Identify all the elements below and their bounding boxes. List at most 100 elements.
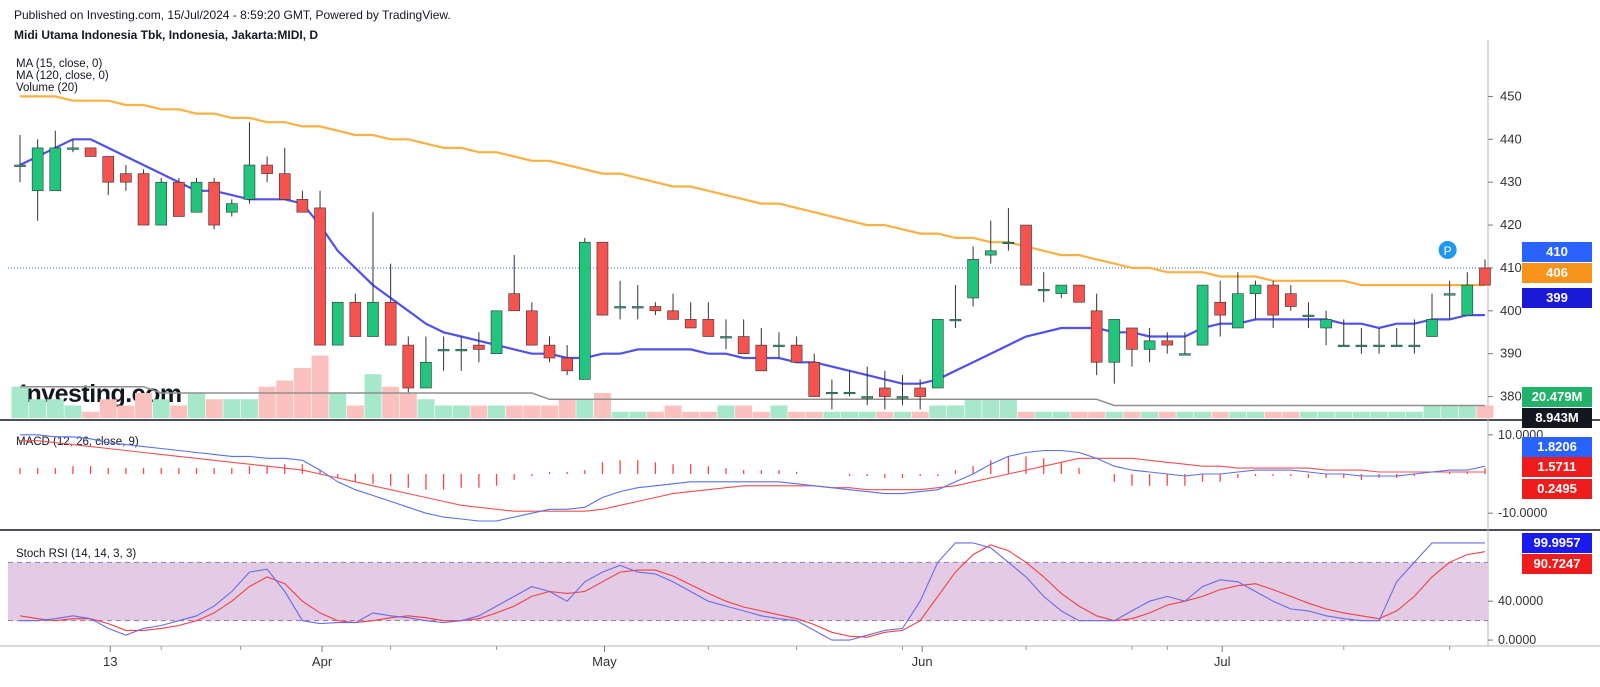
volume-bar (1088, 411, 1106, 418)
volume-bar (170, 405, 188, 418)
price-label-ma120: 406 (1522, 263, 1592, 283)
candle-body (84, 147, 97, 157)
candle-body (490, 310, 503, 354)
candle-body (402, 344, 415, 389)
candle-body (543, 344, 556, 359)
published-notice: Published on Investing.com, 15/Jul/2024 … (14, 8, 451, 22)
candle-body (208, 181, 220, 226)
volume-bar (29, 399, 47, 418)
ma120-line (20, 95, 1485, 287)
volume-bar (240, 399, 258, 418)
volume-bar (611, 411, 629, 418)
candle-body (967, 259, 979, 299)
candle-body (1126, 327, 1138, 350)
candle-body (31, 147, 44, 192)
candle-body (1179, 353, 1191, 356)
volume-bar (1247, 411, 1264, 418)
volume-bar (417, 399, 435, 418)
candle-body (314, 207, 326, 346)
stoch-tick-label: 40.0000 (1498, 594, 1543, 608)
candle-body (1073, 284, 1085, 303)
volume-bar (699, 411, 717, 418)
candle-body (720, 336, 732, 339)
candle-body (984, 250, 997, 256)
volume-bar (488, 405, 506, 418)
candle-body (1161, 340, 1174, 346)
candle-body (931, 319, 944, 389)
volume-bar (382, 386, 400, 418)
candle-body (67, 147, 79, 150)
stoch-k-line (20, 542, 1485, 641)
candle-body (1373, 344, 1385, 347)
candle-body (1020, 224, 1032, 286)
volume-bar (646, 411, 664, 418)
volume-bar (1070, 411, 1088, 418)
candle-body (1408, 344, 1421, 347)
candle-body (578, 241, 591, 380)
volume-bar (735, 405, 753, 418)
candle-body (226, 203, 238, 213)
macd-line (20, 434, 1486, 522)
candle-body (879, 387, 891, 397)
volume-bar (1458, 405, 1476, 418)
candle-body (331, 301, 344, 346)
candle-body (561, 357, 573, 372)
volume-bar (664, 405, 682, 418)
volume-bar (1370, 411, 1388, 418)
volume-bar (505, 405, 523, 418)
candle-body (508, 293, 521, 312)
candle-body (384, 301, 397, 346)
candle-body (1461, 284, 1474, 316)
candle-body (1390, 344, 1403, 347)
volume-bar (46, 399, 64, 418)
legend-ma120: MA (120, close, 0) (16, 70, 109, 82)
candle-body (1443, 293, 1456, 296)
volume-bar (1317, 411, 1335, 418)
volume-bar (576, 399, 594, 418)
candle-body (473, 344, 485, 350)
volume-bar (452, 405, 470, 418)
volume-bar (1052, 411, 1070, 418)
legend-macd: MACD (12, 26, close, 9) (16, 436, 139, 448)
candle-body (702, 319, 715, 337)
candle-body (437, 349, 450, 352)
volume-bar (1141, 411, 1159, 418)
stoch-band-fill (8, 562, 1488, 621)
volume-bar (135, 393, 153, 418)
candle-body (455, 349, 468, 352)
candle-body (296, 199, 309, 213)
candle-body (173, 181, 185, 217)
candle-body (1426, 319, 1438, 337)
candle-body (137, 173, 150, 226)
candle-body (1108, 319, 1121, 363)
ma15-line (19, 138, 1485, 385)
candle-body (843, 391, 856, 395)
volume-bar (364, 374, 382, 418)
volume-bar (523, 405, 541, 418)
candle-body (773, 344, 785, 347)
stoch-label-k: 99.9957 (1522, 533, 1592, 553)
volume-bar (399, 393, 417, 418)
legend-volume: Volume (20) (16, 82, 79, 94)
volume-bar (717, 405, 735, 418)
candle-body (1214, 301, 1226, 316)
candle-body (1479, 267, 1491, 286)
volume-bar (1158, 411, 1176, 418)
candle-body (949, 319, 962, 322)
candle-body (1037, 289, 1050, 292)
volume-bar (1441, 405, 1459, 418)
candle-body (1002, 241, 1015, 245)
volume-bar (346, 405, 364, 418)
candle-body (1320, 319, 1332, 329)
time-tick-label: 13 (103, 654, 117, 669)
volume-bar (188, 393, 205, 418)
volume-bar (876, 411, 894, 418)
price-tick-label: 430 (1500, 174, 1522, 189)
stoch-label-d: 90.7247 (1522, 554, 1592, 574)
price-tick-label: 380 (1500, 389, 1522, 404)
volume-bar (841, 411, 859, 418)
volume-bar (1211, 411, 1229, 418)
candle-body (684, 319, 697, 329)
candle-body (861, 396, 874, 399)
volume-bar (311, 355, 329, 418)
